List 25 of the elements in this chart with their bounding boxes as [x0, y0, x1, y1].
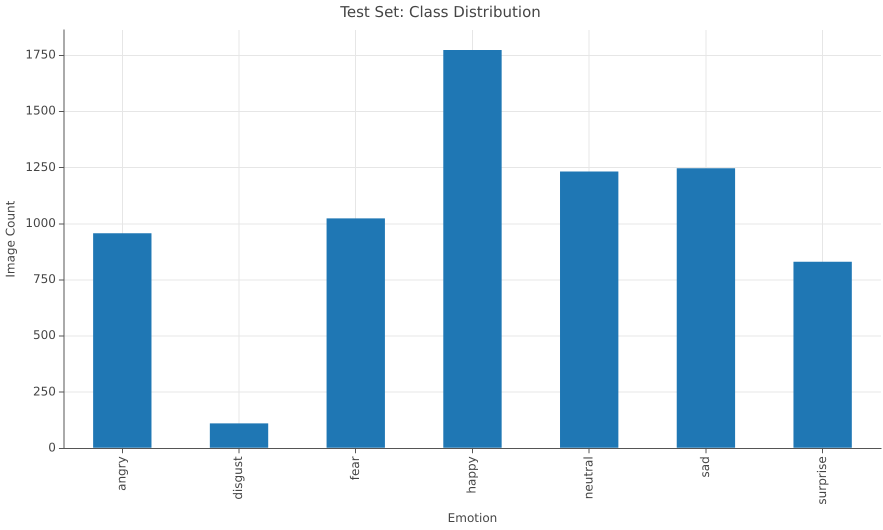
x-tick-label: happy: [464, 456, 479, 494]
x-axis-title: Emotion: [448, 510, 498, 525]
bar: [326, 218, 385, 448]
x-tick-label: surprise: [814, 456, 829, 505]
y-tick-label: 1750: [25, 47, 56, 62]
bar: [443, 50, 502, 448]
y-tick-label: 0: [48, 440, 56, 454]
bar: [93, 233, 152, 448]
bar: [676, 168, 736, 448]
y-tick-label: 1000: [25, 216, 56, 230]
y-tick-label: 500: [33, 328, 56, 342]
bar: [793, 262, 852, 448]
y-tick-label: 1500: [25, 104, 56, 118]
x-tick-label: sad: [698, 456, 712, 478]
x-tick-label: angry: [114, 456, 128, 491]
chart-title: Test Set: Class Distribution: [339, 2, 541, 21]
y-tick-label: 750: [33, 272, 56, 286]
y-tick-label: 1250: [25, 160, 56, 174]
x-tick-label: neutral: [581, 456, 596, 500]
y-tick-label: 250: [33, 384, 56, 398]
bar: [560, 171, 618, 448]
bar: [210, 423, 268, 448]
x-tick-label: fear: [348, 456, 362, 480]
y-axis-title: Image Count: [3, 200, 18, 278]
x-tick-label: disgust: [231, 456, 246, 500]
